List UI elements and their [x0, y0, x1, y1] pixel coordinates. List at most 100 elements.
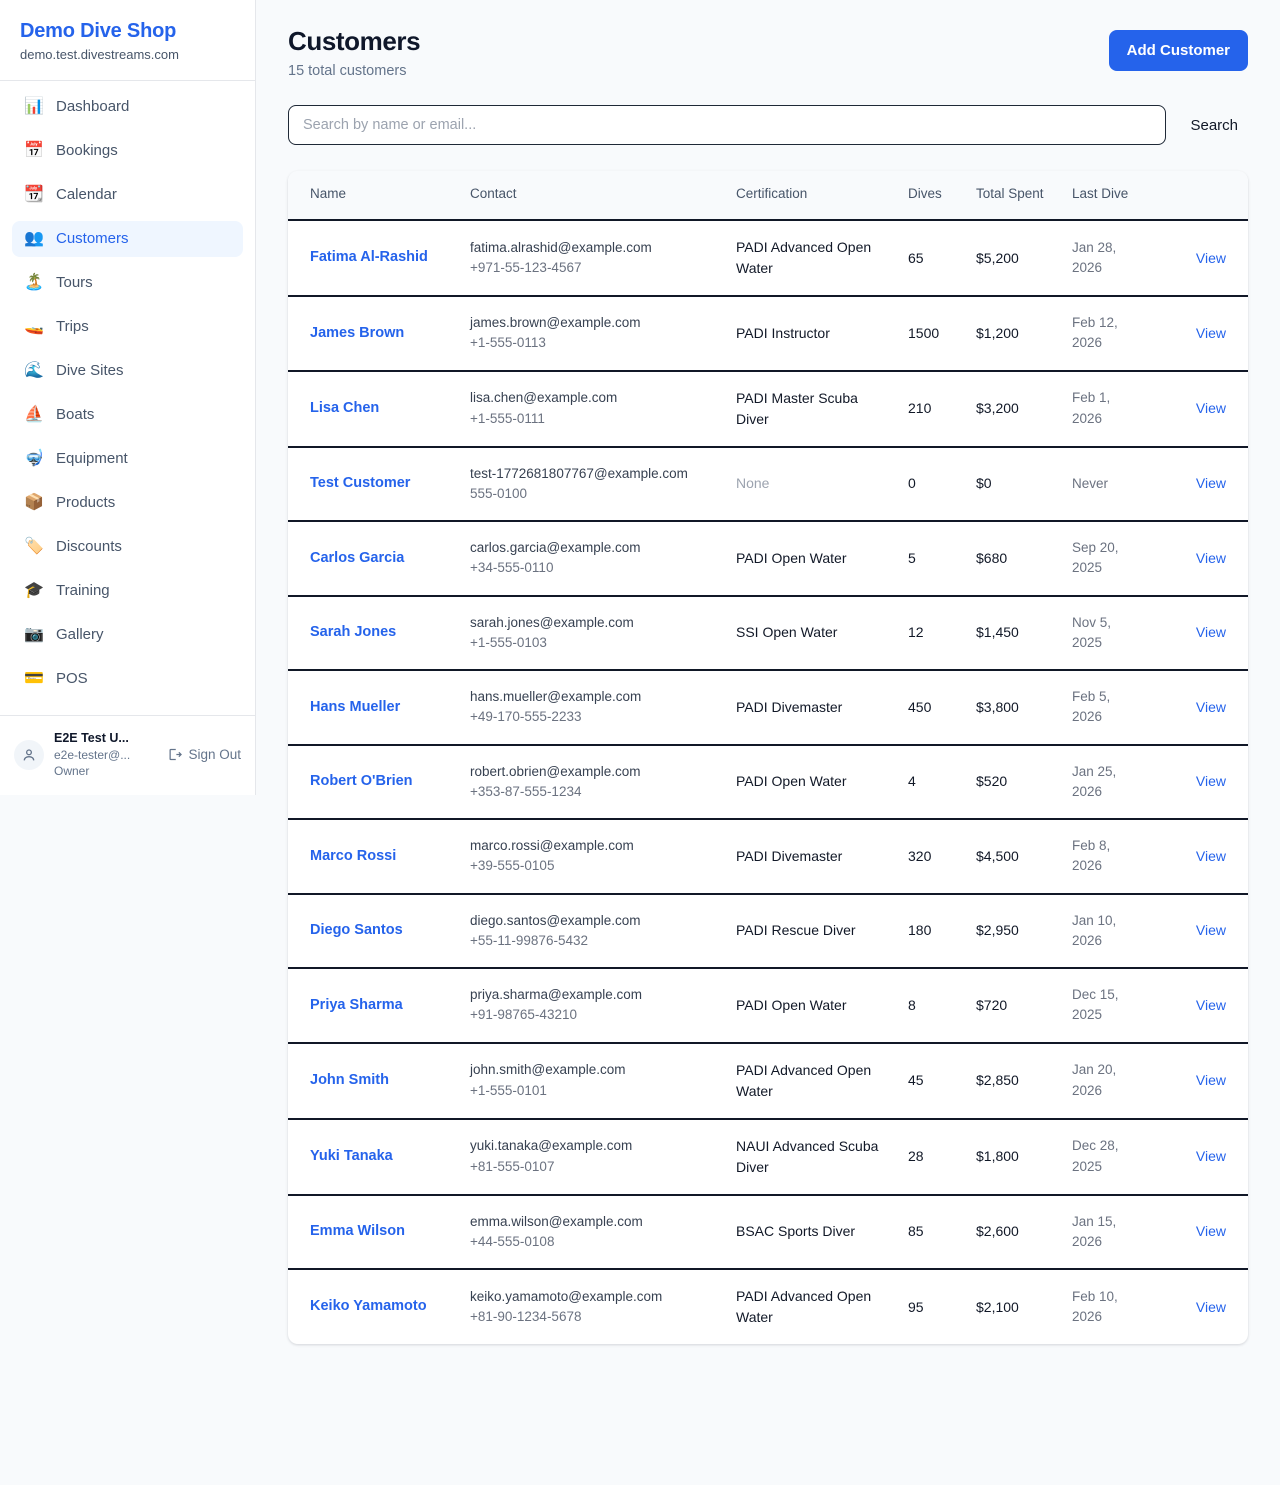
contact-block: marco.rossi@example.com +39-555-0105 — [470, 836, 712, 877]
view-link[interactable]: View — [1195, 324, 1226, 341]
cell-actions: View — [1156, 595, 1248, 672]
view-link[interactable]: View — [1195, 624, 1226, 641]
diving-mask-icon: 🤿 — [24, 449, 44, 467]
sidebar-item-gallery[interactable]: 📷 Gallery — [12, 617, 243, 653]
cell-certification: PADI Advanced Open Water — [724, 1269, 896, 1344]
column-header-dives: Dives — [896, 171, 964, 222]
customer-name-link[interactable]: Diego Santos — [310, 922, 403, 939]
sidebar-item-customers[interactable]: 👥 Customers — [12, 220, 243, 257]
customer-name-link[interactable]: John Smith — [310, 1071, 389, 1088]
view-link[interactable]: View — [1195, 549, 1226, 566]
view-link[interactable]: View — [1195, 1072, 1226, 1089]
column-header-certification: Certification — [724, 171, 896, 222]
customer-name-link[interactable]: Fatima Al-Rashid — [310, 249, 428, 266]
contact-block: hans.mueller@example.com +49-170-555-2233 — [470, 687, 712, 728]
customer-name-link[interactable]: Carlos Garcia — [310, 549, 405, 566]
cell-last-dive: Sep 20, 2025 — [1060, 521, 1156, 597]
cell-dives: 450 — [896, 670, 964, 746]
cell-contact: yuki.tanaka@example.com +81-555-0107 — [458, 1118, 724, 1196]
view-link[interactable]: View — [1195, 249, 1226, 266]
sidebar-item-training[interactable]: 🎓 Training — [12, 573, 243, 609]
sidebar-item-tours[interactable]: 🏝️ Tours — [12, 265, 243, 301]
last-dive-value: Feb 8, 2026 — [1072, 838, 1111, 874]
customer-name-link[interactable]: Emma Wilson — [310, 1223, 405, 1240]
view-link[interactable]: View — [1195, 475, 1226, 492]
search-input[interactable] — [288, 105, 1167, 145]
search-button[interactable]: Search — [1180, 111, 1248, 140]
sidebar-item-dive-sites[interactable]: 🌊 Dive Sites — [12, 353, 243, 389]
customers-table-card: Name Contact Certification Dives Total S… — [288, 171, 1248, 1345]
customer-name-link[interactable]: Marco Rossi — [310, 847, 397, 864]
customer-name-link[interactable]: Priya Sharma — [310, 996, 403, 1013]
customer-name-link[interactable]: James Brown — [310, 324, 405, 341]
sidebar-item-bookings[interactable]: 📅 Bookings — [12, 133, 243, 169]
sidebar-item-label: Bookings — [56, 142, 118, 160]
sidebar-item-trips[interactable]: 🚤 Trips — [12, 309, 243, 345]
cell-dives: 65 — [896, 220, 964, 298]
sidebar-item-equipment[interactable]: 🤿 Equipment — [12, 441, 243, 477]
page-title: Customers — [288, 26, 421, 56]
view-link[interactable]: View — [1195, 996, 1226, 1013]
sidebar-item-calendar[interactable]: 📆 Calendar — [12, 177, 243, 213]
customer-name-link[interactable]: Lisa Chen — [310, 399, 380, 416]
view-link[interactable]: View — [1195, 1148, 1226, 1165]
cell-name: Diego Santos — [288, 893, 458, 970]
tag-icon: 🏷️ — [24, 537, 44, 555]
cell-total-spent: $720 — [964, 968, 1060, 1044]
cell-dives: 1500 — [896, 296, 964, 372]
cell-contact: emma.wilson@example.com +44-555-0108 — [458, 1194, 724, 1271]
cell-contact: diego.santos@example.com +55-11-99876-543… — [458, 893, 724, 970]
tear-off-calendar-icon: 📆 — [24, 185, 44, 203]
cell-certification: PADI Open Water — [724, 744, 896, 821]
package-icon: 📦 — [24, 493, 44, 511]
customer-phone: +1-555-0103 — [470, 634, 547, 650]
customer-name-link[interactable]: Sarah Jones — [310, 624, 397, 641]
sign-out-button[interactable]: Sign Out — [167, 747, 241, 762]
view-link[interactable]: View — [1195, 773, 1226, 790]
view-link[interactable]: View — [1195, 922, 1226, 939]
cell-contact: keiko.yamamoto@example.com +81-90-1234-56… — [458, 1269, 724, 1344]
sidebar-item-label: Equipment — [56, 450, 128, 468]
customer-name-link[interactable]: Robert O'Brien — [310, 773, 413, 790]
sidebar-item-products[interactable]: 📦 Products — [12, 485, 243, 521]
customer-name-link[interactable]: Keiko Yamamoto — [310, 1298, 427, 1315]
view-link[interactable]: View — [1195, 400, 1226, 417]
total-spent-value: $5,200 — [976, 249, 1019, 266]
cell-name: James Brown — [288, 296, 458, 372]
customer-name-link[interactable]: Yuki Tanaka — [310, 1147, 393, 1164]
cell-total-spent: $2,100 — [964, 1269, 1060, 1344]
sidebar-item-pos[interactable]: 💳 POS — [12, 661, 243, 697]
view-link[interactable]: View — [1195, 698, 1226, 715]
sidebar-item-discounts[interactable]: 🏷️ Discounts — [12, 529, 243, 565]
cell-contact: robert.obrien@example.com +353-87-555-123… — [458, 744, 724, 821]
customer-name-link[interactable]: Hans Mueller — [310, 698, 401, 715]
view-link[interactable]: View — [1195, 847, 1226, 864]
table-row: Test Customer test-1772681807767@example.… — [288, 446, 1248, 523]
cell-total-spent: $1,450 — [964, 595, 1060, 672]
cell-contact: lisa.chen@example.com +1-555-0111 — [458, 370, 724, 448]
dives-value: 95 — [908, 1298, 924, 1315]
cell-actions: View — [1156, 446, 1248, 523]
add-customer-button[interactable]: Add Customer — [1108, 30, 1248, 71]
last-dive-value: Jan 25, 2026 — [1072, 763, 1117, 799]
total-spent-value: $1,200 — [976, 324, 1019, 341]
cell-name: Keiko Yamamoto — [288, 1269, 458, 1344]
cell-actions: View — [1156, 670, 1248, 746]
cell-name: Priya Sharma — [288, 968, 458, 1044]
table-row: Sarah Jones sarah.jones@example.com +1-555… — [288, 595, 1248, 672]
view-link[interactable]: View — [1195, 1298, 1226, 1315]
cell-dives: 45 — [896, 1042, 964, 1120]
contact-block: carlos.garcia@example.com +34-555-0110 — [470, 538, 712, 579]
column-header-contact: Contact — [458, 171, 724, 222]
cell-certification: PADI Advanced Open Water — [724, 1042, 896, 1120]
sidebar-item-dashboard[interactable]: 📊 Dashboard — [12, 89, 243, 125]
customer-name-link[interactable]: Test Customer — [310, 475, 411, 492]
cell-total-spent: $1,800 — [964, 1118, 1060, 1196]
cell-name: Lisa Chen — [288, 370, 458, 448]
last-dive-value: Jan 28, 2026 — [1072, 239, 1117, 276]
sidebar-item-boats[interactable]: ⛵ Boats — [12, 397, 243, 433]
view-link[interactable]: View — [1195, 1223, 1226, 1240]
bar-chart-icon: 📊 — [24, 97, 44, 115]
contact-block: keiko.yamamoto@example.com +81-90-1234-56… — [470, 1287, 712, 1328]
